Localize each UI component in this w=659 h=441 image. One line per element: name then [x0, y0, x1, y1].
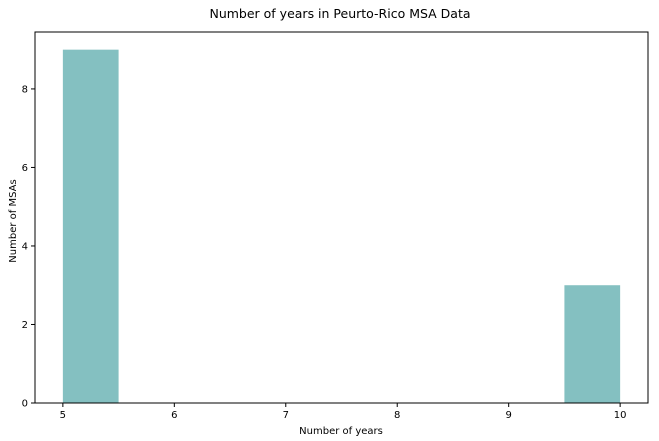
y-tick-label: 6	[22, 163, 28, 174]
histogram-bar	[564, 285, 621, 403]
histogram-bar	[62, 49, 119, 404]
x-tick-label: 5	[60, 410, 66, 421]
x-tick-label: 8	[394, 410, 400, 421]
y-tick-label: 0	[22, 399, 28, 410]
x-tick-label: 6	[171, 410, 177, 421]
axes-group: 5 6 7 8 9 10 0 2 4 6 8	[22, 84, 627, 421]
chart-title: Number of years in Peurto-Rico MSA Data	[209, 6, 470, 21]
plot-frame	[34, 31, 649, 404]
x-axis-label: Number of years	[299, 426, 383, 437]
x-tick-label: 10	[614, 410, 627, 421]
x-tick-label: 9	[505, 410, 511, 421]
y-axis-label: Number of MSAs	[8, 179, 19, 262]
bars-group	[62, 49, 621, 404]
y-tick-label: 4	[22, 241, 28, 252]
y-tick-label: 8	[22, 84, 28, 95]
x-tick-label: 7	[283, 410, 289, 421]
y-tick-label: 2	[22, 320, 28, 331]
